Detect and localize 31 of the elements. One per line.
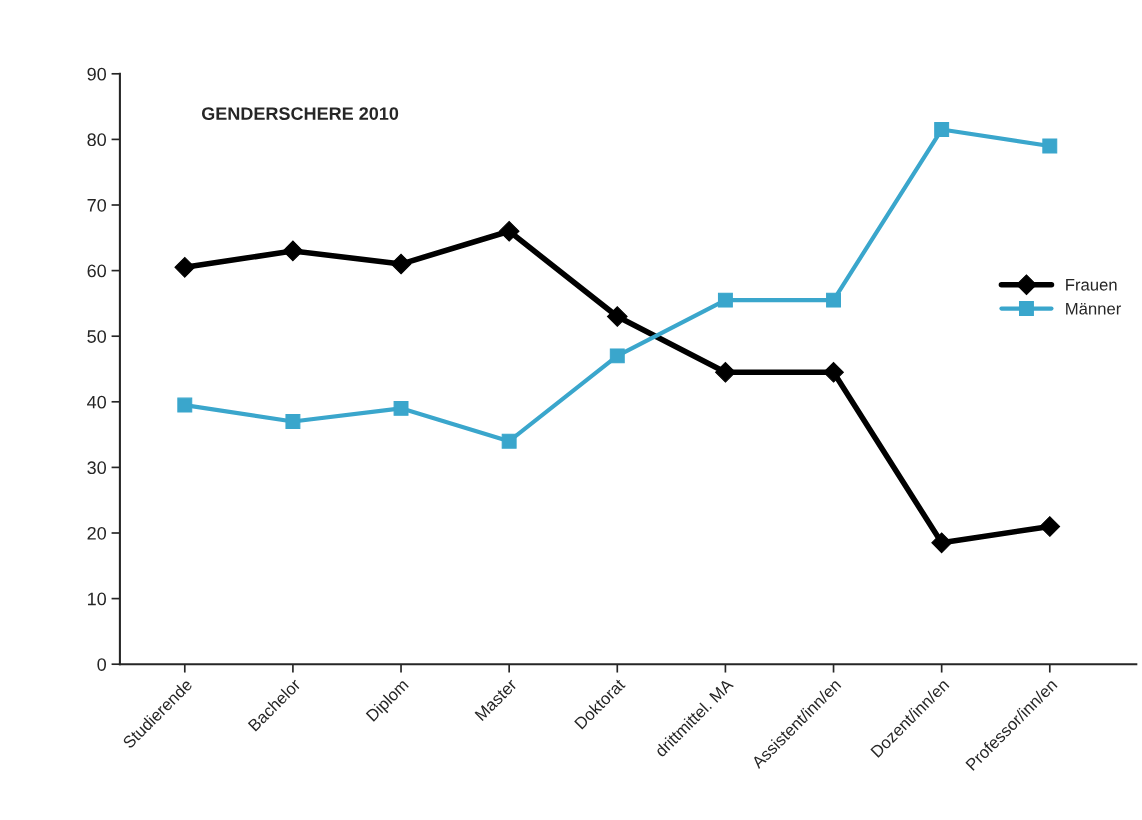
point	[931, 532, 952, 554]
point	[609, 348, 625, 364]
point	[285, 414, 301, 429]
point	[390, 253, 412, 275]
point	[1042, 138, 1058, 154]
point	[501, 433, 517, 449]
point	[823, 361, 844, 383]
y-tick-label: 0	[97, 658, 107, 671]
point	[826, 292, 841, 308]
y-tick-label: 20	[87, 526, 107, 540]
point	[174, 256, 196, 278]
y-tick-label: 90	[87, 67, 107, 81]
y-tick-label: 10	[88, 592, 107, 606]
y-tick-label: 40	[87, 395, 107, 409]
y-tick-label: 60	[87, 264, 107, 278]
point	[282, 240, 304, 262]
point	[715, 361, 736, 383]
point	[934, 122, 950, 138]
y-tick-label: 80	[87, 133, 107, 147]
point	[498, 220, 520, 242]
point	[177, 397, 193, 413]
y-tick-label: 70	[87, 198, 107, 212]
point	[717, 292, 733, 308]
y-tick-label: 30	[87, 461, 107, 475]
point	[606, 306, 628, 327]
legend-label: Frauen	[1066, 279, 1117, 291]
point	[1039, 516, 1061, 537]
text: GENDERSCHERE 2010	[201, 107, 399, 120]
legend-label: Männer	[1066, 302, 1122, 315]
y-tick-label: 50	[87, 330, 107, 343]
point	[393, 400, 409, 416]
